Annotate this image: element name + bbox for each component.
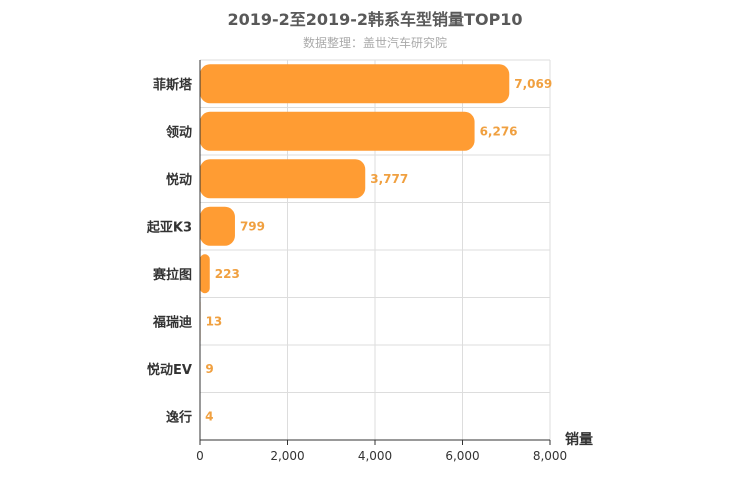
category-label: 悦动EV	[147, 362, 192, 378]
category-label: 悦动	[166, 172, 192, 188]
x-tick-label: 6,000	[445, 449, 479, 463]
category-label: 起亚K3	[146, 219, 192, 235]
category-label: 福瑞迪	[152, 314, 192, 330]
bar-2	[200, 111, 475, 151]
x-tick-label: 4,000	[358, 449, 392, 463]
bars: 7,069 6,276 3,777 799 223 13 9 4	[200, 64, 552, 436]
x-tick-label: 2,000	[270, 449, 304, 463]
data-label: 3,777	[370, 172, 408, 186]
data-label: 4	[205, 409, 213, 423]
category-label: 赛拉图	[152, 267, 192, 283]
x-axis-title: 销量	[565, 431, 593, 448]
data-label: 799	[240, 219, 265, 233]
data-label: 7,069	[514, 77, 552, 91]
category-label: 逸行	[166, 409, 192, 425]
bar-3	[200, 159, 366, 199]
chart-subtitle: 数据整理：盖世汽车研究院	[302, 36, 447, 50]
category-label: 菲斯塔	[153, 77, 193, 93]
data-label: 223	[215, 267, 240, 281]
category-label: 领动	[166, 124, 192, 140]
bar-5	[200, 254, 210, 294]
x-tick-label: 0	[196, 449, 204, 463]
data-label: 6,276	[480, 124, 518, 138]
bar-1	[200, 64, 510, 104]
x-tick-label: 8,000	[533, 449, 567, 463]
chart-title: 2019-2至2019-2韩系车型销量TOP10	[227, 10, 523, 29]
data-label: 13	[206, 314, 223, 328]
bar-4	[200, 206, 235, 246]
data-label: 9	[205, 362, 213, 376]
